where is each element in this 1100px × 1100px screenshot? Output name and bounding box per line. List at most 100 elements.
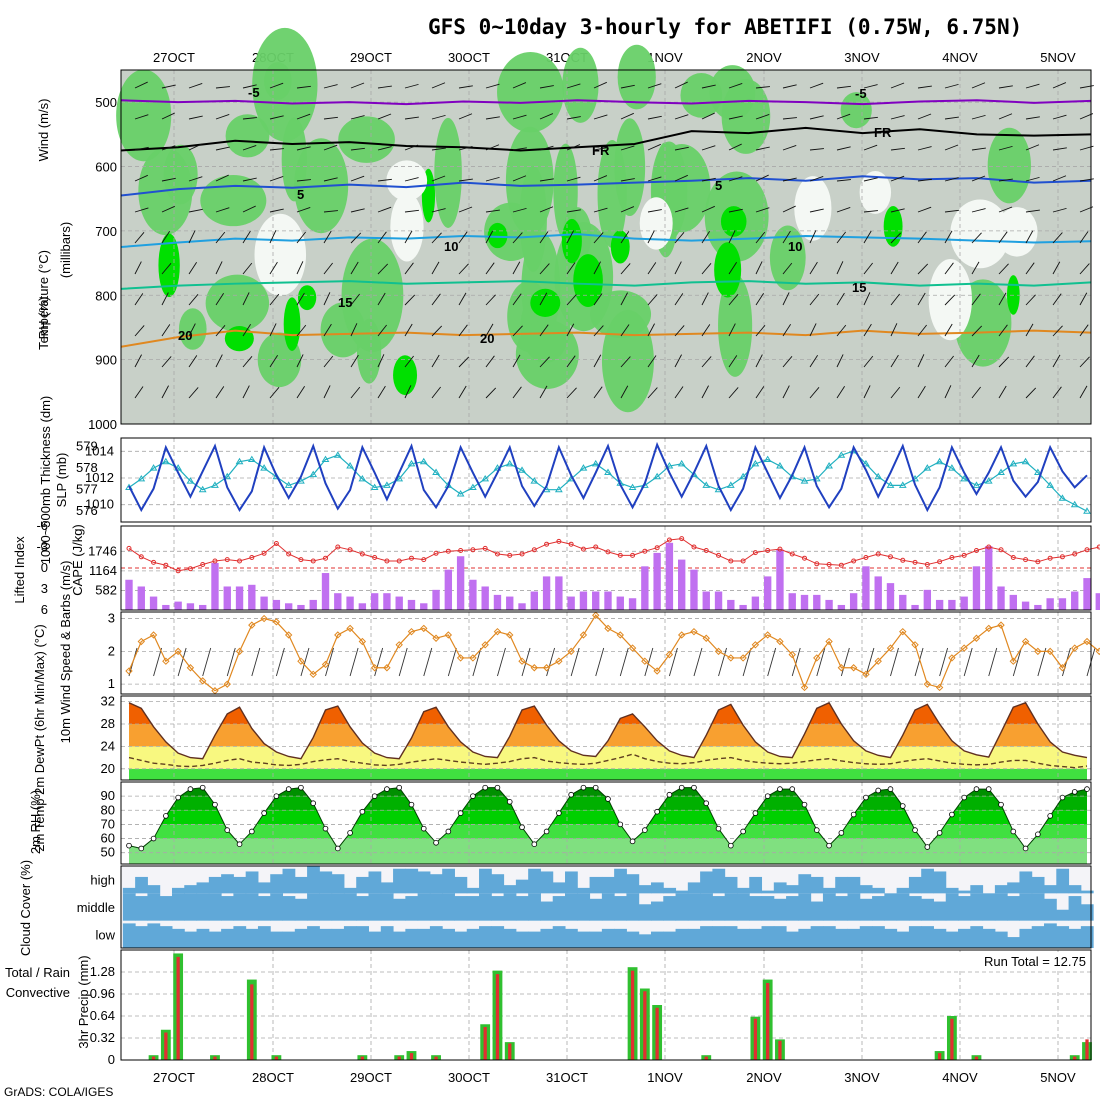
temp-tick: 24 [101,738,115,753]
lifted-index-point [1072,551,1078,557]
rh-dry-region [794,176,832,241]
wind-barb [242,145,257,151]
wind-barb [809,230,817,244]
wind-speed-point [432,634,440,642]
cloud-high-cell [208,876,222,894]
cloud-low-cell [773,926,787,948]
cape-bar [899,594,907,610]
rh2m-tick: 80 [101,802,115,817]
wind-barb [1025,144,1040,151]
wind-barb [242,84,257,89]
wind-barb [718,647,727,677]
wind-speed-point [677,631,686,639]
wind-speed-point [321,660,330,669]
rh2m-point [678,784,685,791]
cloud-middle-cell [1007,896,1020,921]
wind-barb [863,84,878,89]
cloud-low-cell [724,926,738,948]
thickness-point [370,483,379,491]
wind-barb [539,231,549,244]
wind-barb [755,86,770,89]
cloud-high-cell [257,882,271,894]
precip-panel: 0 0.32 0.64 0.96 1.28 Run Total = 12.75 Total … [5,949,1092,1067]
cape-bar [420,603,428,610]
cloud-high-cell [749,876,763,894]
bottom-date-label: 31OCT [546,1070,588,1085]
cape-bar [346,596,354,610]
rh2m-point [629,838,636,845]
cloud-high-cell [577,887,591,894]
cape-tick: 1746 [88,543,117,558]
cape-bar [162,604,170,610]
wind-barb [647,230,655,244]
wind-speed-point [530,664,539,672]
cloud-middle-cell [822,893,836,921]
cape-bar [383,593,391,610]
wind-barb [242,230,251,244]
wind-barb [269,386,280,399]
cape-bar [137,586,145,610]
cloud-middle-cell [122,893,136,921]
cloud-middle-cell [196,893,210,921]
cloud-high-cell [601,876,615,894]
wind-barb [377,85,392,89]
wind-speed-point [874,657,882,665]
wind-barb [215,174,229,182]
rh2m-point [482,784,488,791]
wind-barb [251,647,261,677]
rh2m-point [531,841,538,848]
cape-bar [432,589,440,610]
wind-barb [1025,116,1040,120]
thickness-point [776,462,784,469]
wind-barb [215,261,223,275]
wind-barb [701,205,715,213]
wind-barb [840,647,850,677]
thickness-point [653,472,662,480]
wind-speed-point [739,654,747,662]
isotherm-label: 20 [480,331,494,346]
rh-high-region [714,242,742,298]
rh-high-region [487,222,508,249]
wind-barb [971,147,986,151]
wind-barb [863,385,871,399]
rh-dry-region [996,207,1038,257]
cape-bar [260,596,268,610]
wind-speed-point [370,664,379,672]
wind-barb [134,81,148,89]
wind-barb [944,294,956,306]
cape-bar [567,596,575,610]
rh-mid-region [769,225,806,291]
cloud-middle-cell [479,893,492,921]
pressure-tick: 500 [95,95,117,110]
wind-barb [701,112,715,120]
cloud-middle-cell [638,904,652,921]
cloud-low-cell [859,926,873,948]
wind-barb [431,114,446,120]
wind-barb [755,354,763,368]
wind-barb [539,324,549,337]
wind-barb [188,115,203,120]
lifted-index-point [605,549,611,555]
cloud-low-cell [171,928,185,948]
wind-barb [269,148,284,151]
wind-barb [998,263,1009,275]
cloud-middle-cell [872,896,885,921]
temp-band [129,746,1087,769]
wind-speed-point [592,611,600,619]
wind-barb [836,146,851,151]
wind-barb [404,323,413,337]
isotherm-line [120,99,1092,106]
wind-barb [998,145,1013,151]
cape-bar [776,549,784,610]
thickness-point [346,462,354,469]
wind-speed-point [1009,657,1018,665]
thickness-point [1009,459,1018,467]
cloud-high-cell [552,882,566,894]
lifted-index-point [175,568,181,574]
wind-barb [447,647,457,677]
wind-barb [377,324,387,337]
wind-barb [782,145,797,151]
wind-barb [620,263,631,275]
wind-speed-point [702,634,710,642]
lifted-index-point [261,550,267,556]
